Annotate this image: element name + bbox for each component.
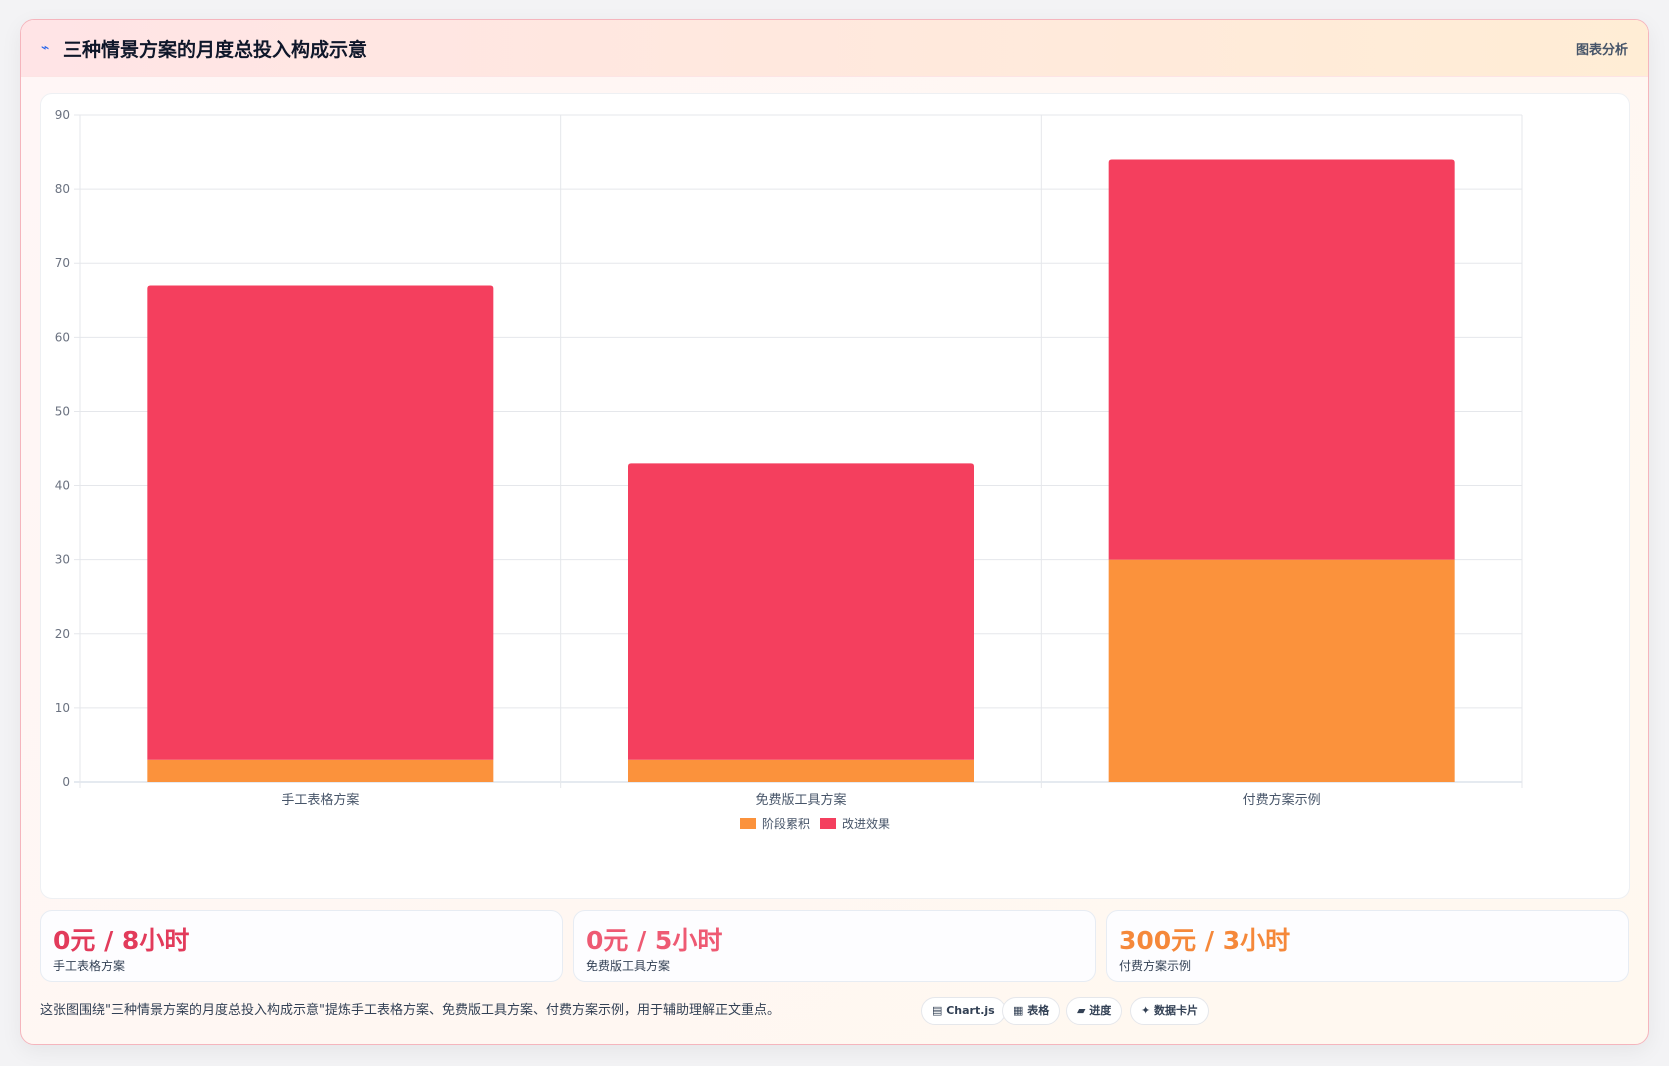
y-tick-label: 10 xyxy=(55,701,70,715)
chip-chartjs[interactable]: ▤ Chart.js xyxy=(921,997,1006,1025)
stat-label: 免费版工具方案 xyxy=(586,959,671,973)
chip-data-card[interactable]: ✦ 数据卡片 xyxy=(1130,997,1210,1025)
y-tick-label: 80 xyxy=(55,182,70,196)
bar-segment-improve xyxy=(1108,159,1455,560)
y-tick-label: 70 xyxy=(55,256,70,270)
y-tick-label: 20 xyxy=(55,627,70,641)
y-tick-label: 90 xyxy=(55,108,70,122)
header-tag: 图表分析 xyxy=(1575,43,1628,58)
y-tick-label: 40 xyxy=(55,479,70,493)
chip-progress[interactable]: ▰ 进度 xyxy=(1066,997,1123,1025)
footer-caption: 这张图围绕"三种情景方案的月度总投入构成示意"提炼手工表格方案、免费版工具方案、… xyxy=(40,1003,780,1018)
stat-card-manual: 0元 / 8小时 手工表格方案 xyxy=(40,910,563,982)
y-tick-label: 30 xyxy=(55,553,70,567)
chart-icon: ⌁ xyxy=(41,40,50,56)
stat-label: 手工表格方案 xyxy=(53,959,126,973)
legend-label: 阶段累积 xyxy=(762,816,810,831)
bar-segment-stage xyxy=(628,759,974,782)
stat-card-free-tool: 0元 / 5小时 免费版工具方案 xyxy=(573,910,1096,982)
bar-segment-improve xyxy=(147,285,494,760)
y-tick-label: 60 xyxy=(55,330,70,344)
chart-area: 0 10 20 30 40 50 60 70 80 90 手工表格方案 免费版工具方案 付费方案示例阶段… xyxy=(40,93,1630,899)
x-tick-label: 手工表格方案 xyxy=(281,792,359,808)
y-tick-label: 0 xyxy=(62,775,70,789)
x-tick-label: 免费版工具方案 xyxy=(755,792,846,808)
page-title: 三种情景方案的月度总投入构成示意 xyxy=(63,39,368,61)
bar-chart: 0 10 20 30 40 50 60 70 80 90 手工表格方案 免费版工具方案 付费方案示例阶段… xyxy=(55,108,1523,831)
chip-table[interactable]: ▦ 表格 xyxy=(1002,997,1061,1025)
legend-label: 改进效果 xyxy=(842,816,890,831)
bar-segment-improve xyxy=(628,463,974,760)
stat-label: 付费方案示例 xyxy=(1119,959,1192,973)
bar-segment-stage xyxy=(1108,559,1455,782)
stat-value: 300元 / 3小时 xyxy=(1119,926,1291,955)
x-tick-label: 付费方案示例 xyxy=(1243,792,1321,808)
stat-value: 0元 / 8小时 xyxy=(53,926,190,955)
bar-segment-stage xyxy=(147,759,494,782)
card-header: ⌁ 三种情景方案的月度总投入构成示意 图表分析 xyxy=(21,20,1648,77)
stat-value: 0元 / 5小时 xyxy=(586,926,723,955)
legend-swatch xyxy=(820,818,836,829)
y-tick-label: 50 xyxy=(55,404,70,418)
stat-card-paid: 300元 / 3小时 付费方案示例 xyxy=(1106,910,1629,982)
legend-swatch xyxy=(740,818,756,829)
chart-card: ⌁ 三种情景方案的月度总投入构成示意 图表分析 0 10 20 30 40 50 60 70 8… xyxy=(20,19,1649,1045)
